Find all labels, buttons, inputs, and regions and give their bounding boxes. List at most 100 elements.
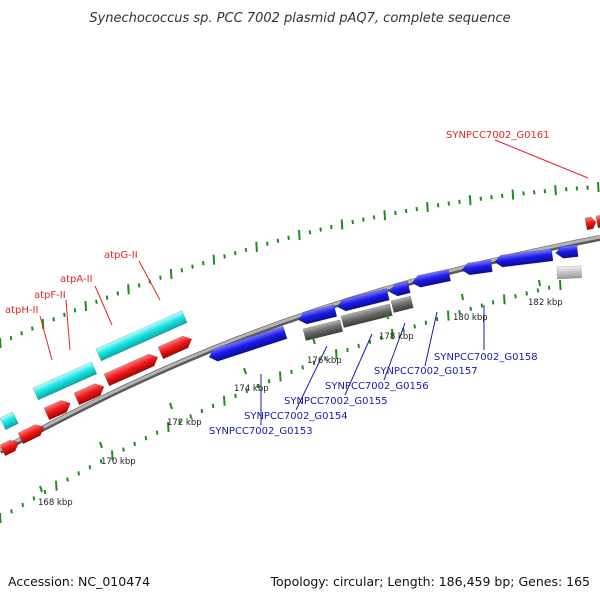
gc-tick [32, 496, 36, 501]
gc-tick [99, 459, 103, 464]
gc-tick [256, 383, 260, 389]
scale-label-182: 182 kbp [528, 298, 563, 308]
gc-tick [532, 190, 536, 195]
gc-tick [73, 308, 77, 313]
gc-tick [511, 189, 515, 200]
gc-tick [351, 219, 354, 225]
leader-G0161 [494, 139, 589, 179]
gene-label-G0158: SYNPCC7002_G0158 [434, 352, 538, 363]
gc-tick [9, 335, 13, 341]
scale-tick-172 [169, 402, 173, 410]
gene-label-G0154: SYNPCC7002_G0154 [244, 411, 348, 422]
gc-tick [200, 408, 204, 414]
gc-tick [564, 187, 568, 192]
gene-label-G0153: SYNPCC7002_G0153 [209, 426, 313, 437]
gc-tick [77, 471, 80, 476]
gc-tick [127, 284, 130, 295]
blue-gene-G0155 [337, 288, 390, 312]
gc-tick [137, 283, 141, 288]
gc-tick [267, 379, 271, 384]
scale-tick-174 [243, 367, 247, 375]
pseudo-gene-3 [390, 295, 414, 314]
atpG-II-gene [157, 335, 193, 360]
gc-tick [335, 349, 338, 360]
gc-tick [554, 185, 557, 196]
gc-tick [105, 295, 109, 300]
light-gene-1 [556, 265, 582, 280]
label-leaders [39, 139, 589, 425]
gc-tick [383, 210, 387, 221]
gc-tick [436, 203, 440, 208]
gc-tick [244, 247, 248, 253]
gene-label-atpA-II: atpA-II [60, 274, 93, 285]
gc-tick [191, 264, 194, 269]
gc-tick [559, 279, 562, 291]
map-title: Synechococcus sp. PCC 7002 plasmid pAQ7,… [89, 11, 510, 26]
gc-tick [144, 436, 148, 441]
gc-tick [491, 300, 495, 305]
rna-gene-1 [32, 361, 98, 401]
gc-tick [122, 447, 125, 452]
leader-atpF-II [65, 299, 71, 351]
scale-label-178: 178 kbp [379, 332, 414, 342]
gc-tick [66, 477, 69, 482]
leader-G0155 [344, 333, 373, 396]
gc-tick [167, 422, 170, 433]
scale-ticks: 168 kbp 170 kbp 172 kbp 174 kbp 176 kbp … [38, 279, 563, 508]
gc-tick [63, 312, 66, 317]
red-gene-left-1 [0, 439, 20, 457]
gc-tick [43, 489, 47, 495]
red-gene-left-2 [17, 424, 45, 445]
gc-tick [0, 337, 2, 349]
gc-tick [116, 291, 120, 296]
gc-tick [480, 303, 484, 308]
leader-atpH-II [39, 315, 53, 361]
gc-tick [447, 310, 450, 321]
gc-tick [84, 300, 88, 312]
gc-tick [575, 186, 579, 191]
gc-tick [543, 189, 547, 194]
gc-tick [500, 193, 504, 199]
gc-tick [415, 206, 419, 212]
blue-gene-G0153 [208, 325, 288, 362]
gc-tick [394, 210, 397, 216]
blue-gene-G0160 [555, 244, 579, 259]
gc-tick [586, 185, 589, 190]
scale-tick-182 [538, 279, 541, 287]
gc-tick [479, 196, 483, 201]
gc-tick [276, 238, 280, 243]
gc-tick [547, 285, 551, 290]
gc-tick [468, 195, 472, 206]
atpH-II-gene [43, 399, 71, 421]
leader-G0154 [295, 345, 328, 411]
scale-tick-170 [99, 441, 103, 449]
gc-content-inner-track [0, 279, 562, 524]
gc-tick [255, 241, 258, 252]
leader-G0156 [383, 322, 406, 381]
atpA-II-gene [103, 353, 159, 387]
scale-label-172: 172 kbp [167, 418, 202, 428]
G0161-gene-b [595, 215, 600, 229]
gc-tick [55, 480, 58, 491]
scale-tick-176 [312, 337, 316, 345]
scale-label-174: 174 kbp [234, 384, 269, 394]
blue-gene-G0159 [494, 248, 554, 268]
G0161-gene-a [584, 216, 597, 231]
blue-gene-G0157 [411, 268, 452, 288]
gc-tick [52, 317, 55, 322]
gc-tick [189, 414, 192, 419]
leader-atpA-II [94, 285, 113, 326]
gc-content-outer-track [0, 181, 600, 349]
gc-tick [290, 369, 293, 375]
gc-tick [265, 241, 269, 246]
gc-tick [424, 320, 428, 325]
gene-features [0, 215, 600, 457]
gc-tick [323, 356, 327, 361]
gc-tick [169, 268, 173, 279]
gc-tick [233, 250, 237, 256]
gc-tick [404, 208, 408, 214]
gc-tick [180, 268, 184, 273]
scale-tick-180 [461, 293, 464, 301]
gc-tick [597, 181, 600, 193]
